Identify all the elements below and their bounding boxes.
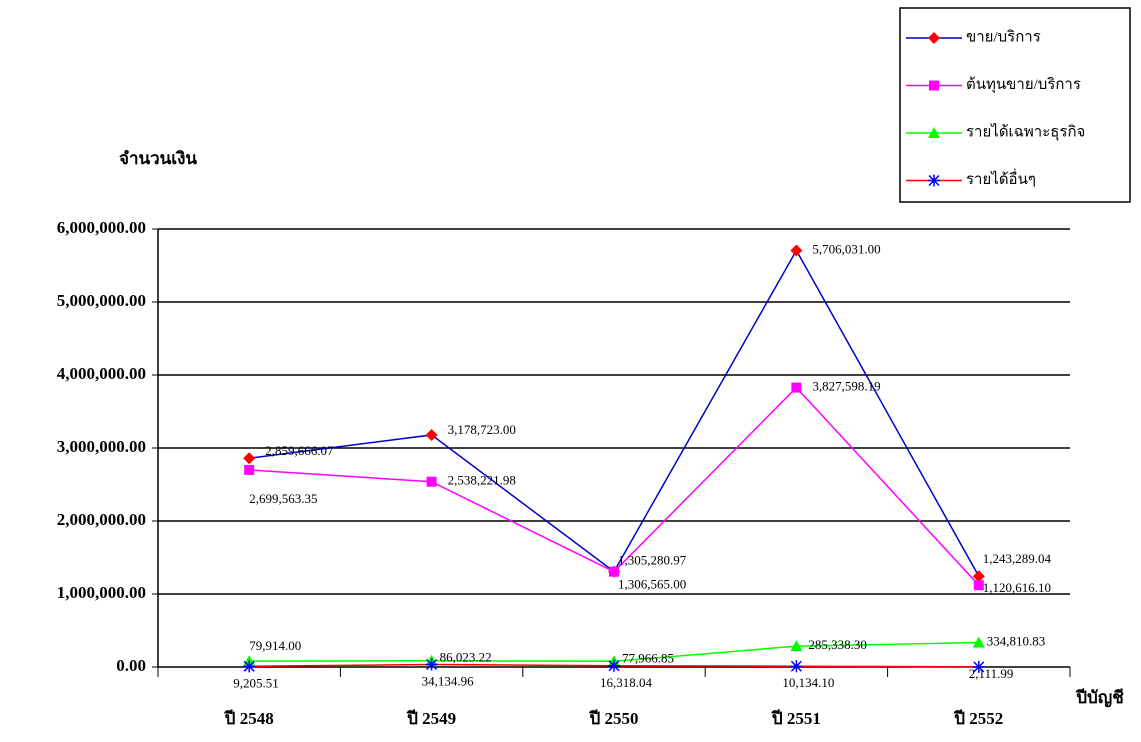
data-label: 2,699,563.35 — [249, 491, 317, 506]
data-label: 86,023.22 — [440, 650, 492, 665]
marker — [608, 659, 620, 672]
data-label: 79,914.00 — [249, 638, 301, 653]
data-label: 34,134.96 — [422, 673, 475, 688]
x-tick-label: ปี 2552 — [953, 708, 1003, 728]
marker — [244, 464, 255, 475]
data-label: 334,810.83 — [987, 634, 1046, 649]
y-tick-label: 6,000,000.00 — [57, 218, 146, 237]
marker — [791, 382, 802, 393]
legend-marker — [928, 127, 940, 138]
data-label: 77,966.85 — [622, 650, 674, 665]
y-tick-label: 5,000,000.00 — [57, 291, 146, 310]
marker — [243, 452, 256, 465]
x-axis-title: ปีบัญชี — [1075, 687, 1124, 708]
data-label: 2,859,666.07 — [265, 443, 334, 458]
marker — [790, 640, 803, 652]
marker — [425, 428, 438, 441]
series-line — [249, 386, 980, 586]
x-tick-label: ปี 2548 — [224, 708, 274, 728]
legend-marker — [928, 174, 940, 187]
y-tick-label: 3,000,000.00 — [57, 437, 146, 456]
x-tick-label: ปี 2551 — [771, 708, 821, 728]
marker — [973, 580, 984, 591]
legend-marker — [929, 80, 939, 91]
data-label: 1,120,616.10 — [983, 580, 1051, 595]
x-tick-label: ปี 2550 — [589, 708, 639, 728]
series-line — [249, 248, 980, 577]
data-label: 9,205.51 — [233, 675, 279, 690]
data-label: 3,178,723.00 — [448, 422, 516, 437]
data-label: 10,134.10 — [782, 675, 834, 690]
marker — [972, 660, 985, 673]
legend-label: รายได้เฉพาะธุรกิจ — [966, 122, 1085, 141]
legend-label: ขาย/บริการ — [966, 28, 1041, 45]
marker — [243, 660, 256, 673]
data-label: 2,538,221.98 — [448, 473, 516, 488]
y-tick-label: 4,000,000.00 — [57, 364, 146, 383]
data-label: 1,306,565.00 — [618, 577, 686, 592]
marker — [972, 570, 985, 583]
y-tick-label: 2,000,000.00 — [57, 510, 146, 529]
data-label: 1,243,289.04 — [983, 551, 1052, 566]
legend-box — [899, 7, 1131, 203]
marker — [790, 660, 803, 673]
legend-label: รายได้อื่นๆ — [966, 168, 1036, 188]
y-tick-label: 0.00 — [116, 656, 146, 675]
data-label: 5,706,031.00 — [812, 241, 880, 256]
marker — [426, 476, 437, 487]
legend-marker — [928, 32, 940, 44]
marker — [425, 658, 438, 671]
data-label: 3,827,598.19 — [812, 379, 880, 394]
marker — [609, 566, 619, 577]
marker — [790, 244, 803, 257]
legend-label: ต้นทุนขาย/บริการ — [966, 76, 1081, 94]
data-label: 285,338.30 — [808, 637, 867, 652]
y-axis-title: จำนวนเงิน — [119, 149, 197, 168]
data-label: 16,318.04 — [600, 675, 653, 690]
x-tick-label: ปี 2549 — [406, 708, 456, 728]
data-label: 1,305,280.97 — [618, 553, 687, 568]
y-tick-label: 1,000,000.00 — [57, 583, 146, 602]
data-label: 2,111.99 — [969, 666, 1014, 681]
marker — [972, 636, 985, 648]
